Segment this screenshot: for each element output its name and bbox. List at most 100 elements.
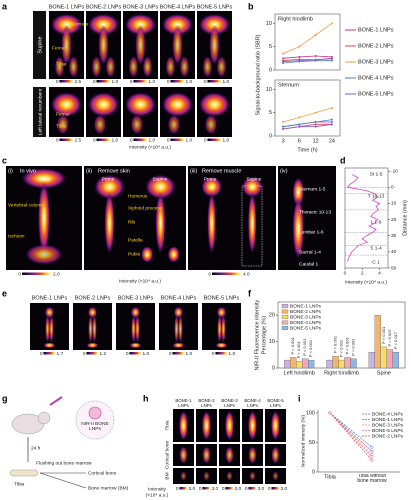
colorbar-min: 0 [222,486,225,492]
signal [145,174,176,200]
signal [165,55,176,78]
signal [124,13,157,36]
colorbar [170,138,185,141]
x-tick-label: 4 [378,270,381,276]
colorbar-min: 0 [56,79,59,85]
chart-title: Right hindlimb [278,16,313,22]
intensity-label: Intensity (×10⁴ a.u.) [119,278,161,284]
profile-line [346,174,381,262]
signal [135,314,140,343]
point [314,123,317,126]
annotation: Rib [128,219,136,225]
y-tick-label: 10 [266,21,272,27]
subpanel-title: In vivo [20,168,36,174]
signal [216,55,227,78]
series-line [283,60,332,64]
point [282,60,285,63]
colorbar-max: 1.0 [186,137,193,143]
image [188,166,276,270]
annotation: Bone marrow (BM) [88,485,129,491]
annotation: Sternum [70,21,88,27]
y-tick-label: 0 [272,365,275,371]
legend-label: BONE-2 LNPs [358,43,394,49]
signal [272,471,279,481]
arrow [39,472,87,489]
colorbar-min: 0 [93,79,96,85]
annotation: Femur [52,45,66,51]
signal [130,306,141,319]
signal [129,342,142,349]
y-tick-label: -10 [391,168,398,174]
colorbar [22,272,52,275]
signal [167,246,180,263]
series-line [283,123,332,130]
x-tick-label: Spine [377,370,391,376]
point [282,62,285,64]
signal [130,114,144,135]
point [298,55,301,58]
point [314,34,317,36]
colorbar-min: 0 [167,137,170,143]
view-label: Supine [153,176,168,182]
colorbar-max: 3.0 [212,486,219,492]
segment-label: T 10-13 [368,193,385,199]
annotation: Tibia [56,61,67,67]
annotation: Ischium [8,233,25,239]
colorbar [96,138,111,141]
bar [380,346,387,369]
colorbar [133,80,148,83]
point [370,445,374,449]
point [330,121,333,123]
series-line [329,412,373,448]
signal [248,446,257,464]
bar [326,359,333,369]
p-value: P < 0.001 [333,335,338,353]
signal [172,24,183,66]
subpanel-tag: (iv) [280,168,288,174]
p-value: P < 0.001 [290,337,295,355]
signal [180,471,187,481]
roi [241,185,263,267]
y-tick-label: 10 [391,201,397,207]
point [282,125,285,128]
colorbar [96,80,111,83]
x-axis-label: Intensity (×10⁴ a.u.) [345,279,387,285]
colorbar-max: 4.0 [243,271,250,277]
signal [216,306,227,319]
signal [179,55,190,78]
intensity-label: (×10⁴ a.u.) [146,492,169,498]
y-tick-label: 5 [269,44,272,50]
y-tick-label: 5 [269,110,272,116]
colorbar [248,487,257,490]
segment-label: C 1 [372,259,380,265]
legend-label: BONE-1 LNPs [290,303,322,309]
x-tick-label: Right hindlimb [324,370,359,376]
y-tick-label: 100 [306,410,315,416]
y-tick-label: 0 [269,67,272,73]
colorbar-max: 1.0 [186,79,193,85]
label-box: BONE-3 LNPs [221,399,237,407]
series-line [282,23,333,55]
p-value: P < 0.001 [302,338,307,356]
signal [135,24,146,66]
segment-label: L 1-6 [371,219,382,225]
signal [202,446,211,464]
subpanel-title: Remove skin [98,168,130,174]
legend-label: BONE-5 LNPs [372,428,404,434]
point [298,125,301,128]
y-tick-label: 20 [391,217,397,223]
point [298,45,301,48]
panel-label: h [143,393,149,403]
signal [292,197,305,260]
spine-label: Sternum 1-5 [299,186,326,192]
annotation: Cortical bone [88,470,117,476]
colorbar-min: 0 [83,351,86,357]
colorbar-min: 0 [208,271,211,277]
intensity-label: Intensity [148,486,166,492]
annotation: NIR-II BONE LNPs [81,422,109,433]
spine-label: Caudal 1 [299,261,319,267]
annotation: Pubis [128,251,141,257]
signal [161,13,194,36]
colorbar-min: 0 [212,351,215,357]
